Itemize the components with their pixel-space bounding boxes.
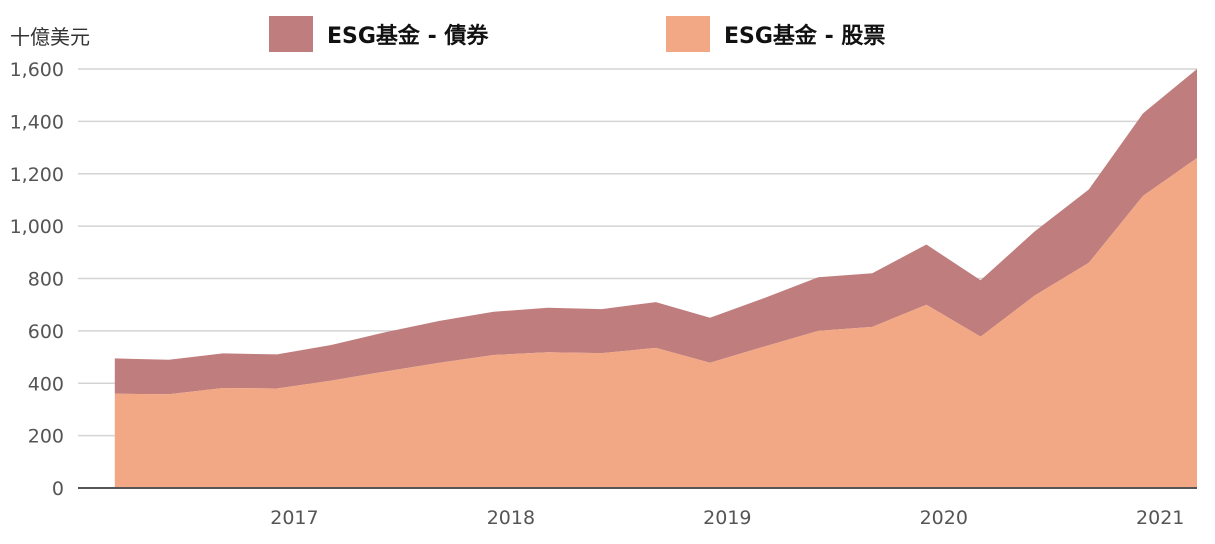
unit-label: 十億美元 xyxy=(10,25,90,49)
legend-label: ESG基金 - 股票 xyxy=(724,23,885,49)
y-tick-label: 200 xyxy=(28,426,64,448)
x-tick-label: 2017 xyxy=(270,507,318,529)
y-tick-label: 1,600 xyxy=(10,59,64,81)
area-series-equity xyxy=(114,158,1197,488)
area-series-bond xyxy=(114,69,1197,395)
y-tick-label: 600 xyxy=(28,321,64,343)
legend-swatch xyxy=(666,16,710,52)
areas xyxy=(114,69,1197,488)
y-tick-label: 1,000 xyxy=(10,216,64,238)
legend: ESG基金 - 債券 ESG基金 - 股票 xyxy=(269,16,885,52)
x-tick-label: 2018 xyxy=(487,507,535,529)
x-tick-label: 2019 xyxy=(703,507,751,529)
legend-label: ESG基金 - 債券 xyxy=(327,23,489,49)
axes: 0 200 400 600 800 1,000 1,200 1,400 1,600 2017 201… xyxy=(10,59,1197,529)
y-tick-label: 1,200 xyxy=(10,164,64,186)
legend-swatch xyxy=(269,16,313,52)
x-tick-label: 2021 xyxy=(1136,507,1184,529)
y-tick-label: 800 xyxy=(28,269,64,291)
y-tick-label: 1,400 xyxy=(10,111,64,133)
y-tick-label: 0 xyxy=(52,478,64,500)
y-tick-label: 400 xyxy=(28,373,64,395)
x-tick-label: 2020 xyxy=(920,507,968,529)
